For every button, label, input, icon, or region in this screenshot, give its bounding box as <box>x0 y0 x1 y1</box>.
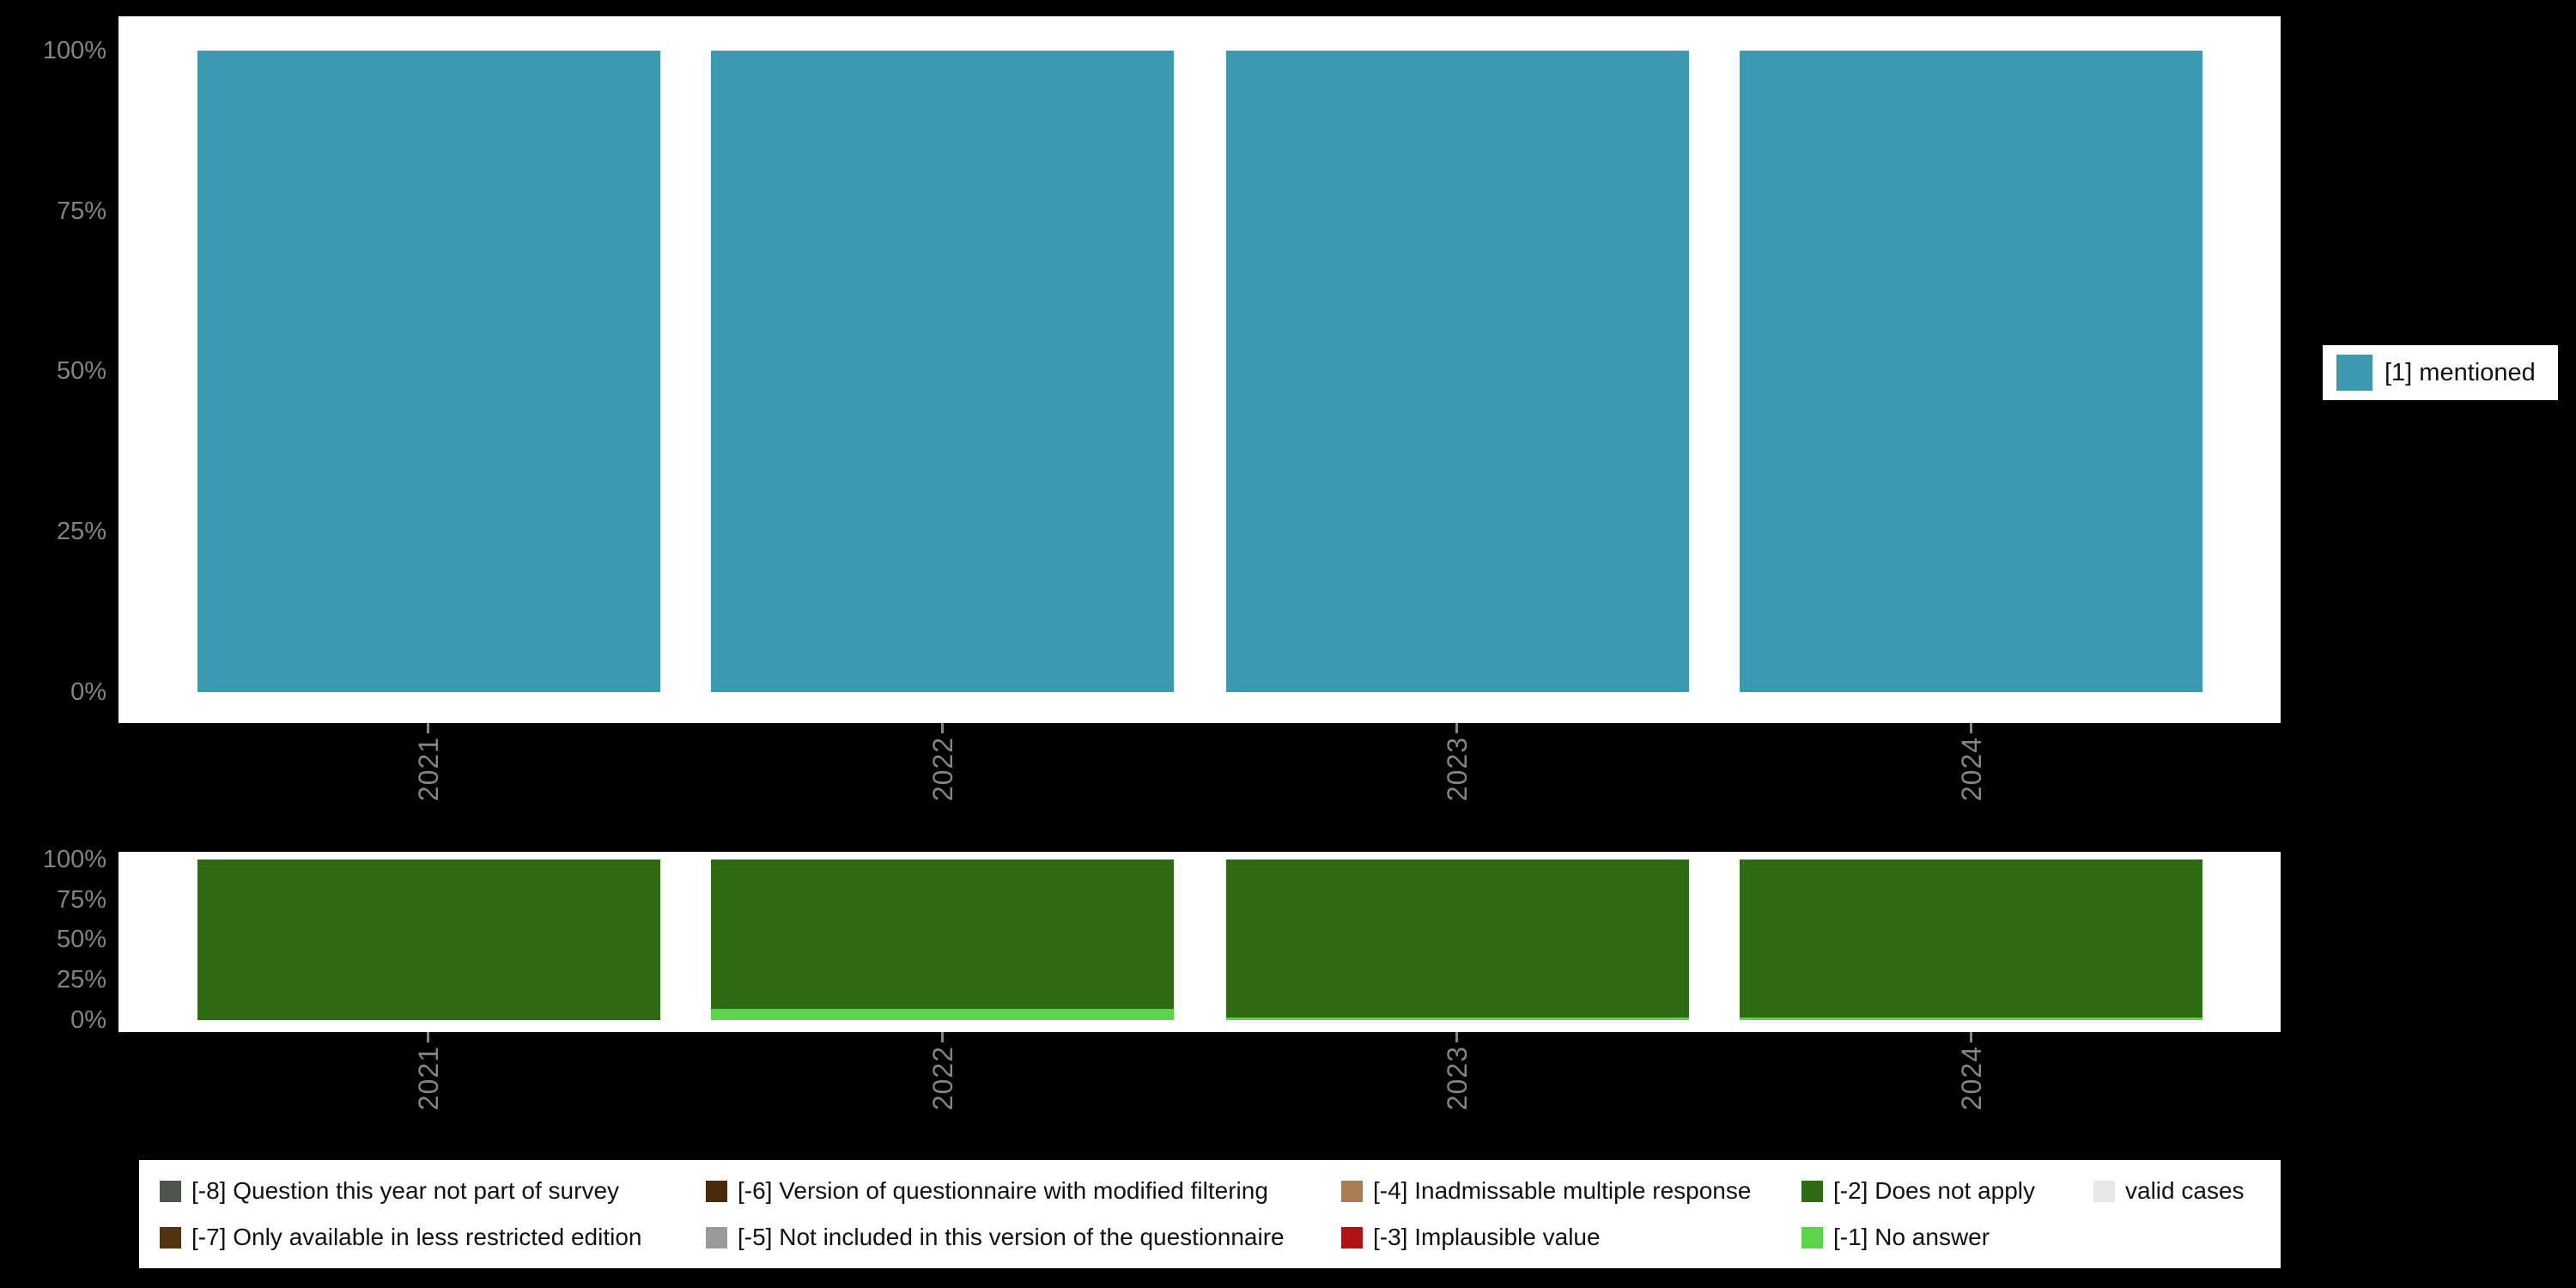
x-axis-tick <box>1455 1032 1458 1042</box>
legend-label: [-8] Question this year not part of surv… <box>191 1177 620 1204</box>
legend-item: [-8] Question this year not part of surv… <box>160 1176 619 1206</box>
y-axis-tick-label: 50% <box>56 357 106 385</box>
x-axis-year-label: 2024 <box>1956 737 1987 802</box>
legend-item: [-3] Implausible value <box>1341 1223 1601 1252</box>
legend-swatch <box>2093 1180 2115 1202</box>
legend-label: [-6] Version of questionnaire with modif… <box>738 1177 1268 1204</box>
y-axis-tick-label: 0% <box>70 678 106 706</box>
legend-label: [-4] Inadmissable multiple response <box>1373 1177 1752 1204</box>
legend-swatch <box>1801 1180 1823 1202</box>
x-axis-tick <box>1970 1032 1972 1042</box>
legend-label: [-2] Does not apply <box>1833 1177 2036 1204</box>
bar-segment <box>711 51 1174 692</box>
missing-values-chart-panel <box>118 852 2281 1032</box>
x-axis-year-label: 2023 <box>1442 737 1473 802</box>
bar-segment <box>197 51 660 692</box>
x-axis-year-label: 2024 <box>1956 1046 1987 1111</box>
x-axis-year-label: 2021 <box>413 737 444 802</box>
legend-swatch <box>706 1226 727 1249</box>
frequency-chart-panel <box>118 16 2281 723</box>
legend-swatch <box>706 1180 727 1202</box>
legend-item: [-1] No answer <box>1801 1223 1990 1252</box>
y-axis-tick-label: 75% <box>56 197 106 225</box>
legend-item: valid cases <box>2093 1176 2245 1206</box>
x-axis-tick <box>1455 723 1458 733</box>
legend-label: [1] mentioned <box>2385 358 2536 386</box>
y-axis-tick-label: 0% <box>70 1006 106 1034</box>
legend-label: [-5] Not included in this version of the… <box>738 1224 1285 1250</box>
legend-swatch <box>1801 1226 1823 1249</box>
legend-swatch <box>1341 1226 1363 1249</box>
legend-item: [-2] Does not apply <box>1801 1176 2035 1206</box>
legend-swatch <box>2336 355 2372 391</box>
y-axis-tick-label: 25% <box>56 966 106 993</box>
frequency-chart-legend: [1] mentioned <box>2323 345 2558 400</box>
y-axis-tick-label: 100% <box>42 37 106 64</box>
y-axis-tick-label: 25% <box>56 518 106 545</box>
bar-segment <box>711 1008 1174 1020</box>
legend-item: [-5] Not included in this version of the… <box>706 1223 1285 1252</box>
legend-label: [-1] No answer <box>1833 1224 1990 1250</box>
bar-segment <box>1740 51 2202 692</box>
x-axis-year-label: 2022 <box>927 737 958 802</box>
missing-values-legend: [-8] Question this year not part of surv… <box>139 1160 2281 1268</box>
bar-segment <box>1740 860 2202 1018</box>
x-axis-year-label: 2022 <box>927 1046 958 1111</box>
legend-label: [-7] Only available in less restricted e… <box>191 1224 642 1250</box>
y-axis-tick-label: 75% <box>56 886 106 914</box>
legend-label: [-3] Implausible value <box>1373 1224 1601 1250</box>
legend-item: [-4] Inadmissable multiple response <box>1341 1176 1751 1206</box>
bar-segment <box>1226 1018 1689 1020</box>
bar-segment <box>197 860 660 1020</box>
x-axis-year-label: 2023 <box>1442 1046 1473 1111</box>
legend-item: [-7] Only available in less restricted e… <box>160 1223 641 1252</box>
legend-swatch <box>160 1180 181 1202</box>
x-axis-tick <box>941 1032 944 1042</box>
y-axis-tick-label: 50% <box>56 926 106 953</box>
bar-segment <box>1740 1018 2202 1020</box>
y-axis-tick-label: 100% <box>42 846 106 873</box>
bar-segment <box>1226 860 1689 1018</box>
legend-item: [-6] Version of questionnaire with modif… <box>706 1176 1268 1206</box>
x-axis-tick <box>941 723 944 733</box>
bar-segment <box>711 860 1174 1009</box>
x-axis-tick <box>1970 723 1972 733</box>
legend-swatch <box>1341 1180 1363 1202</box>
x-axis-tick <box>427 723 429 733</box>
bar-segment <box>1226 51 1689 692</box>
x-axis-tick <box>427 1032 429 1042</box>
x-axis-year-label: 2021 <box>413 1046 444 1111</box>
legend-label: valid cases <box>2125 1177 2245 1204</box>
legend-swatch <box>160 1226 181 1249</box>
